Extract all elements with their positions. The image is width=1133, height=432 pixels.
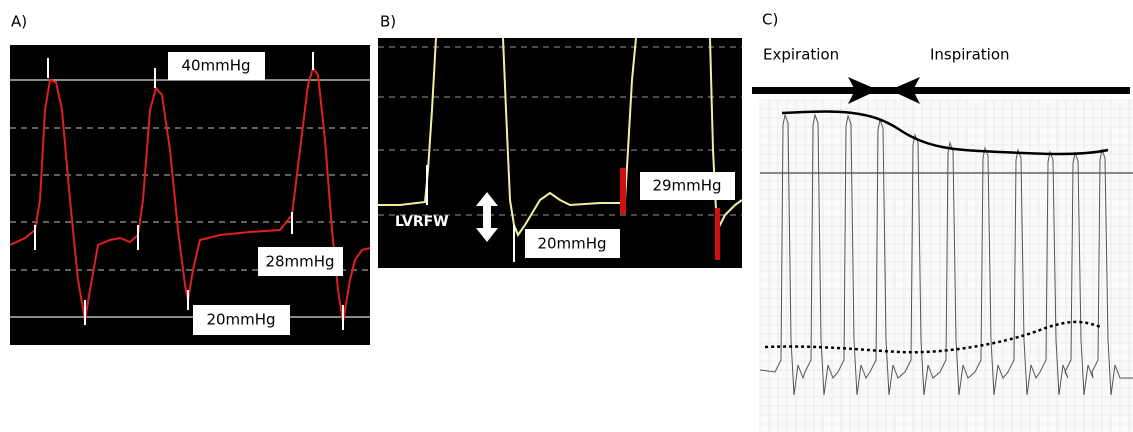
annotation: 40mmHg <box>181 57 250 75</box>
panel-label: A) <box>11 13 27 31</box>
panel-a: 40mmHg 28mmHg 20mmHg <box>10 45 370 345</box>
annotation: LVRFW <box>395 214 449 230</box>
page: A) 40mmHg 28mmHg 20mmHg B) <box>0 0 1133 432</box>
panel-label: B) <box>380 13 396 31</box>
phase-label: Expiration <box>763 46 839 64</box>
annotation: 29mmHg <box>652 177 721 195</box>
panel-b: LVRFW 29mmHg 20mmHg <box>378 38 742 268</box>
panel-c: Expiration Inspiration <box>752 46 1133 432</box>
annotation: 20mmHg <box>206 311 275 329</box>
annotation: 20mmHg <box>537 235 606 253</box>
phase-bar <box>752 87 1130 94</box>
annotation: 28mmHg <box>265 253 334 271</box>
figure: A) 40mmHg 28mmHg 20mmHg B) <box>0 0 1133 432</box>
monitor-background <box>10 45 370 345</box>
panel-label: C) <box>762 11 778 29</box>
phase-label: Inspiration <box>930 46 1010 64</box>
